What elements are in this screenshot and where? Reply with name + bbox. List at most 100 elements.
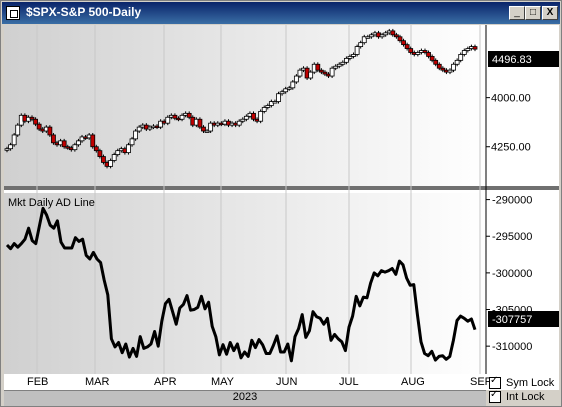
candle-body [404, 44, 410, 49]
maximize-button[interactable]: □ [525, 6, 541, 20]
candle-body [415, 52, 421, 55]
candle-body [165, 116, 171, 124]
month-label-feb: FEB [27, 376, 49, 388]
candle-body [15, 124, 21, 136]
checkbox-icon [489, 389, 501, 403]
candle-body [433, 59, 439, 65]
month-label-may: MAY [211, 376, 235, 388]
candle-body [4, 148, 10, 151]
candle-body [358, 42, 364, 47]
candle-body [458, 54, 464, 61]
price-current-value: 4496.83 [492, 54, 532, 66]
candle-body [436, 63, 442, 69]
candle-body [240, 118, 246, 122]
candle-body [429, 56, 435, 61]
candle-body [172, 114, 178, 119]
candle-body [333, 65, 339, 69]
candle-body [208, 122, 214, 132]
breadth-current-value: -307757 [492, 314, 532, 326]
candle-body [390, 30, 396, 36]
candle-body [397, 36, 403, 42]
month-label-aug: AUG [401, 376, 425, 388]
lock-options: Sym Lock Int Lock [487, 375, 559, 405]
candle-body [454, 59, 460, 65]
candle-body [283, 88, 289, 93]
ad-line-series [5, 206, 477, 363]
candle-body [286, 87, 292, 90]
candle-body [394, 34, 399, 38]
candle-body [93, 146, 99, 152]
candle-body [179, 114, 185, 120]
candle-body [51, 134, 56, 144]
candle-body [261, 107, 267, 112]
candle-body [11, 134, 17, 146]
candle-body [315, 63, 321, 71]
candle-body [347, 56, 353, 59]
candle-body [90, 134, 96, 148]
candle-body [290, 81, 296, 89]
candle-body [329, 67, 335, 77]
candle-body [79, 136, 85, 142]
price-tick-label: 4250.00 [491, 142, 531, 154]
int-lock-checkbox[interactable]: Int Lock [489, 389, 545, 404]
breadth-y-ticks: -290000-295000-300000-305000-310000 [486, 195, 532, 353]
month-label-jun: JUN [276, 376, 298, 388]
candle-body [279, 91, 285, 95]
month-label-jul: JUL [339, 376, 359, 388]
breadth-tick-label: -290000 [492, 195, 532, 207]
candle-body [401, 40, 406, 46]
candle-body [129, 138, 135, 146]
candle-body [251, 112, 256, 120]
sym-lock-checkbox[interactable]: Sym Lock [489, 375, 555, 390]
month-gridlines [36, 25, 481, 374]
candle-body [472, 46, 478, 50]
price-y-ticks: 4250.00 4000.00 [486, 93, 531, 154]
candle-body [236, 120, 242, 126]
checkbox-icon [489, 375, 501, 389]
candle-body [111, 154, 117, 161]
candle-body [451, 63, 456, 71]
candle-body [440, 67, 446, 71]
candle-body [243, 115, 249, 120]
breadth-panel-bg [4, 193, 486, 374]
candle-body [97, 150, 103, 157]
app-icon[interactable] [6, 6, 20, 20]
breadth-panel-label: Mkt Daily AD Line [8, 197, 95, 209]
candle-body [186, 112, 192, 118]
candle-body [351, 54, 356, 57]
candle-body [426, 52, 431, 57]
candle-body [126, 144, 131, 154]
candle-body [197, 118, 203, 128]
candle-body [108, 160, 114, 167]
minimize-button[interactable]: _ [509, 6, 525, 20]
candle-body [136, 126, 142, 132]
candle-body [408, 48, 414, 53]
title-bar[interactable]: $SPX-S&P 500-Daily _ □ X [2, 2, 560, 24]
candle-body [383, 32, 389, 36]
candle-body [204, 130, 210, 133]
month-label-mar: MAR [85, 376, 110, 388]
candle-body [272, 101, 278, 104]
int-lock-label: Int Lock [506, 391, 545, 403]
candle-body [293, 75, 299, 83]
candle-body [201, 126, 206, 132]
candle-body [447, 69, 453, 73]
month-label-apr: APR [154, 376, 177, 388]
chart-area[interactable]: 4250.00 4000.00 -290000 -295000 -300000 -305… [4, 25, 559, 374]
candle-body [115, 150, 121, 155]
candle-body [318, 69, 324, 73]
candle-body [268, 101, 274, 106]
candle-body [368, 34, 374, 38]
candle-body [340, 61, 346, 65]
sym-lock-label: Sym Lock [506, 377, 555, 389]
candle-body [147, 126, 153, 130]
candle-body [258, 110, 264, 122]
candle-body [47, 126, 53, 136]
x-axis: FEB MAR APR MAY JUN JUL AUG SEP [4, 374, 559, 390]
candle-body [265, 105, 271, 108]
panel-divider[interactable] [4, 186, 559, 190]
close-button[interactable]: X [542, 6, 558, 20]
candle-body [276, 93, 281, 102]
